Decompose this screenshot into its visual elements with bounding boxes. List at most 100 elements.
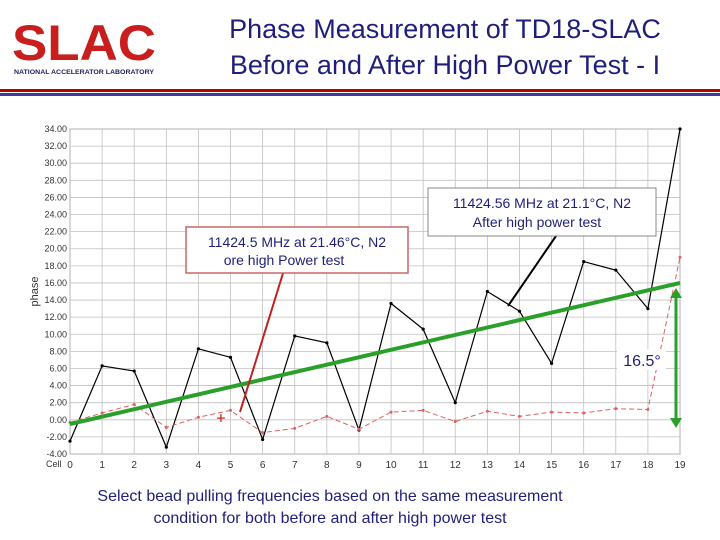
series-before-line	[69, 257, 681, 434]
shift-arrow-head-top	[670, 288, 682, 298]
x-tick-label: 6	[260, 460, 266, 470]
series-after-line	[69, 128, 681, 449]
x-tick-label: 7	[292, 460, 298, 470]
y-tick-label: 30.00	[44, 158, 67, 168]
shift-arrow-head-bottom	[670, 418, 682, 428]
series-before-point	[325, 414, 329, 418]
series-before-point	[485, 409, 489, 413]
callout-before-pointer	[239, 269, 285, 413]
series-before-point	[229, 408, 233, 412]
logo-wordmark: SLAC	[12, 16, 156, 71]
caption: Select bead pulling frequencies based on…	[40, 486, 620, 530]
y-tick-label: 10.00	[44, 329, 67, 339]
y-tick-label: 16.00	[44, 278, 67, 288]
series-after-point	[196, 347, 201, 351]
series-after-point	[678, 127, 682, 131]
slac-logo: SLAC NATIONAL ACCELERATOR LABORATORY	[10, 16, 158, 78]
x-tick-label: 17	[610, 460, 622, 470]
y-tick-label: 6.00	[49, 363, 67, 373]
callout-after-line-2: After high power test	[473, 214, 602, 230]
series-after-point	[132, 369, 136, 373]
callout-after-line-1: 11424.56 MHz at 21.1°C, N2	[453, 195, 631, 211]
series-after-point	[164, 445, 168, 449]
x-tick-label: 15	[546, 460, 558, 470]
y-tick-label: 0.00	[49, 415, 67, 425]
x-tick-label: 5	[228, 460, 234, 470]
x-tick-label: 8	[324, 460, 330, 470]
x-tick-label: 12	[450, 460, 462, 470]
series-after-point	[614, 268, 618, 272]
phase-chart: -4.00 -2.00 0.00 2.00 4.00 6.00 8.00 10.00 12.00…	[28, 115, 694, 471]
x-tick-label: 16	[578, 460, 590, 470]
y-tick-label: 26.00	[44, 192, 67, 202]
callout-before-line-2: ore high Power test	[224, 252, 345, 268]
y-tick-label: 34.00	[44, 124, 67, 134]
y-tick-label: 8.00	[49, 346, 67, 356]
series-before-point	[293, 426, 297, 430]
series-after-point	[517, 309, 522, 313]
series-after-point	[549, 361, 554, 365]
x-tick-label: 2	[131, 460, 137, 470]
series-after-point	[68, 439, 72, 443]
y-tick-label: 22.00	[44, 227, 67, 237]
series-before-point	[517, 414, 521, 418]
series-after-point	[421, 327, 425, 331]
series-before-point	[389, 410, 393, 414]
x-tick-label: 11	[418, 460, 429, 470]
series-after-point	[453, 401, 457, 405]
page-title-line-1: Phase Measurement of TD18-SLAC	[229, 14, 661, 44]
series-before-point	[582, 411, 586, 415]
y-tick-label: 28.00	[44, 175, 67, 185]
series-after-point	[389, 301, 393, 306]
x-tick-label: 14	[514, 460, 526, 470]
series-before-point	[550, 410, 554, 414]
caption-line-2: condition for both before and after high…	[153, 510, 507, 527]
series-after-point	[485, 289, 489, 294]
caption-line-1: Select bead pulling frequencies based on…	[97, 488, 563, 505]
series-after-point	[325, 341, 329, 345]
y-tick-label: -2.00	[46, 432, 67, 442]
x-tick-label: 3	[164, 460, 170, 470]
y-tick-label: 24.00	[44, 210, 67, 220]
page-title-line-2: Before and After High Power Test - I	[229, 50, 661, 80]
phase-chart-svg: -4.00 -2.00 0.00 2.00 4.00 6.00 8.00 10.00 12.00…	[29, 124, 686, 471]
x-tick-label: 9	[356, 460, 362, 470]
y-tick-label: 20.00	[44, 244, 67, 254]
series-before-point	[614, 407, 618, 411]
series-before-point	[100, 411, 104, 415]
series-after-point	[582, 259, 586, 264]
series-after-point	[646, 307, 650, 311]
x-tick-label: 13	[482, 460, 494, 470]
series-after-point	[100, 364, 104, 368]
header-rule-blue	[0, 93, 720, 96]
y-tick-label: 4.00	[49, 381, 67, 391]
logo-subtext: NATIONAL ACCELERATOR LABORATORY	[14, 69, 155, 76]
y-tick-label: 14.00	[44, 295, 67, 305]
x-tick-label: 18	[642, 460, 654, 470]
series-before-point	[132, 402, 136, 406]
y-tick-label: 18.00	[44, 261, 67, 271]
y-tick-label: 12.00	[44, 312, 67, 322]
callout-after-box	[427, 187, 657, 237]
x-tick-label: 19	[674, 460, 686, 470]
x-tick-label: 10	[385, 460, 397, 470]
series-before-point	[357, 427, 361, 431]
series-after-point	[261, 437, 265, 442]
y-axis-label: phase	[29, 277, 41, 307]
series-before-point	[196, 415, 200, 419]
header-rule-red	[0, 89, 720, 92]
series-before-point	[646, 408, 650, 412]
shift-label-bg	[617, 349, 666, 370]
series-before-point	[164, 425, 168, 429]
x-axis-start-label: Cell	[46, 459, 62, 469]
fit-trend-line	[69, 280, 681, 427]
series-after-point	[293, 334, 297, 338]
callout-after-pointer	[507, 235, 557, 307]
y-tick-label: -4.00	[46, 449, 67, 459]
shift-label: 16.5°	[623, 353, 661, 370]
series-before-point	[261, 431, 265, 435]
series-before-point	[678, 255, 682, 259]
plot-area	[69, 128, 681, 455]
x-tick-label: 1	[99, 460, 105, 470]
series-before-point	[421, 408, 425, 412]
